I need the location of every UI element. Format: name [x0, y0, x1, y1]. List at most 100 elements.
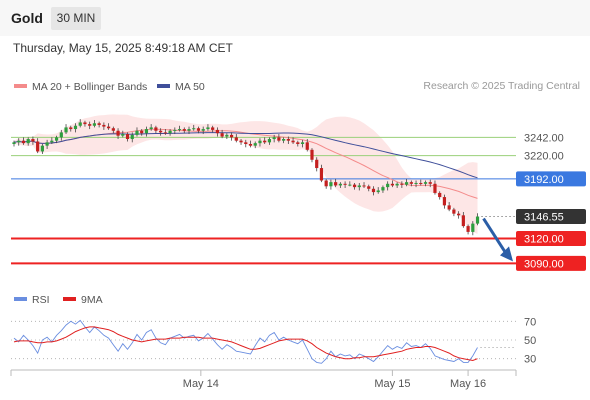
candle-85 [414, 180, 418, 188]
level-label-3242.00: 3242.00 [524, 132, 564, 144]
time-label-May-15: May 15 [374, 378, 410, 390]
candle-24 [125, 132, 130, 142]
candle-body-37 [187, 129, 191, 131]
candle-44 [220, 129, 224, 139]
candle-body-70 [343, 183, 347, 185]
candle-49 [244, 139, 248, 148]
candle-74 [362, 182, 366, 188]
candle-body-33 [168, 130, 172, 134]
candle-body-39 [196, 128, 201, 131]
level-badge-3090.00 [516, 255, 586, 271]
candle-body-80 [390, 183, 394, 186]
candle-73 [357, 182, 361, 191]
rsi-tick-30: 30 [524, 354, 536, 366]
rsi-legend-label: RSI [32, 294, 50, 306]
symbol-title: Gold [11, 10, 43, 26]
candle-41 [206, 124, 210, 131]
candle-79 [386, 181, 390, 191]
candle-body-62 [305, 142, 309, 150]
candle-body-95 [461, 215, 465, 227]
research-credit: Research © 2025 Trading Central [423, 80, 580, 92]
candle-body-35 [177, 129, 182, 131]
candle-body-28 [144, 129, 149, 134]
candle-43 [215, 127, 219, 137]
candle-body-82 [400, 183, 404, 185]
candle-body-97 [471, 223, 475, 232]
candle-62 [305, 139, 309, 152]
candle-9 [54, 135, 59, 144]
candle-93 [452, 207, 456, 217]
candle-body-48 [239, 140, 243, 143]
candle-50 [248, 140, 253, 148]
candle-1 [17, 138, 21, 146]
candle-body-79 [386, 183, 390, 188]
candle-84 [409, 180, 413, 187]
candle-26 [135, 127, 139, 137]
candle-body-26 [135, 130, 139, 135]
candle-body-98 [475, 216, 480, 224]
candle-body-96 [466, 226, 470, 232]
candle-71 [348, 181, 352, 187]
price-badges: 3242.00 3220.00 3192.00 3146.55 3120.00 3090.… [516, 132, 586, 271]
candle-88 [428, 179, 432, 188]
candle-body-78 [381, 187, 385, 191]
candle-15 [83, 120, 87, 127]
candle-body-32 [163, 132, 167, 134]
time-axis: May 14 May 15 May 16 [10, 369, 517, 390]
candle-19 [102, 122, 106, 130]
candle-11 [64, 124, 68, 135]
candle-body-41 [206, 127, 210, 130]
rsi-line [13, 319, 478, 364]
candle-38 [192, 124, 196, 131]
candle-80 [390, 180, 394, 188]
candle-18 [97, 121, 101, 128]
candle-82 [400, 181, 404, 188]
timeframe-button[interactable]: 30 MIN [51, 7, 101, 30]
candle-body-9 [54, 137, 59, 141]
ma20-legend-label: MA 20 + Bollinger Bands [32, 81, 147, 93]
candle-body-4 [31, 139, 35, 142]
candle-90 [438, 191, 442, 200]
candle-body-34 [173, 129, 177, 131]
candle-body-8 [50, 140, 54, 143]
candle-body-76 [371, 188, 376, 193]
candle-86 [419, 179, 423, 186]
candle-45 [225, 133, 229, 140]
candle-body-69 [338, 183, 342, 186]
candle-body-25 [130, 134, 134, 140]
candle-body-61 [300, 142, 305, 144]
candle-48 [239, 139, 243, 145]
candle-body-6 [40, 145, 44, 152]
candle-body-94 [457, 213, 461, 216]
candle-body-83 [404, 182, 409, 185]
candle-69 [338, 182, 342, 188]
candle-78 [381, 185, 385, 193]
candle-28 [144, 126, 149, 137]
candle-body-14 [78, 122, 82, 126]
candle-54 [267, 137, 272, 145]
candles [12, 119, 480, 236]
rsi-grid: 70 50 30 [11, 316, 536, 366]
candle-body-88 [428, 182, 432, 184]
candle-body-73 [357, 185, 361, 188]
candle-body-64 [315, 159, 319, 169]
top-bar: Gold 30 MIN [0, 0, 590, 36]
candle-body-60 [296, 142, 300, 144]
candle-30 [154, 125, 158, 134]
candle-17 [92, 119, 97, 128]
candle-body-24 [125, 134, 130, 140]
candle-body-5 [36, 141, 40, 152]
candle-98 [475, 213, 480, 226]
candle-body-23 [121, 134, 125, 136]
ma20-legend-swatch [14, 84, 27, 88]
candle-body-54 [267, 139, 272, 143]
candle-2 [21, 137, 26, 145]
candle-67 [329, 179, 333, 190]
candle-42 [211, 125, 215, 133]
candle-body-16 [88, 124, 92, 126]
forecast-arrow-head [500, 246, 513, 262]
candle-32 [163, 129, 167, 135]
candle-body-7 [45, 142, 49, 146]
moving-averages [13, 128, 478, 199]
